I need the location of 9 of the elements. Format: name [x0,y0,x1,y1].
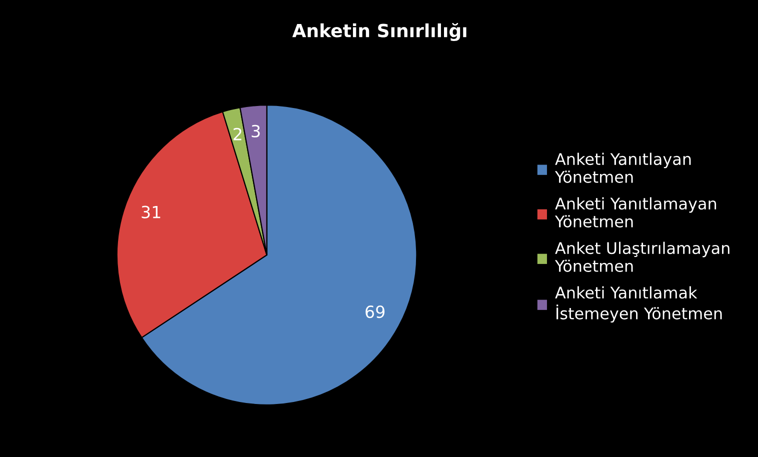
legend-label: Anketi Yanıtlamayan Yönetmen [554,197,716,228]
data-label: 2 [234,128,242,140]
chart-title: Anketin Sınırlılığı [292,22,466,42]
legend-label: Anketi Yanıtlamak İstemeyen Yönetmen [555,286,722,323]
data-label: 31 [142,206,160,218]
data-label: 3 [252,124,260,138]
legend-label: Anketi Yanıtlayan Yönetmen [554,152,691,183]
data-label: 69 [366,305,384,318]
legend-label: Anket Ulaştırılamayan Yönetmen [554,242,730,272]
